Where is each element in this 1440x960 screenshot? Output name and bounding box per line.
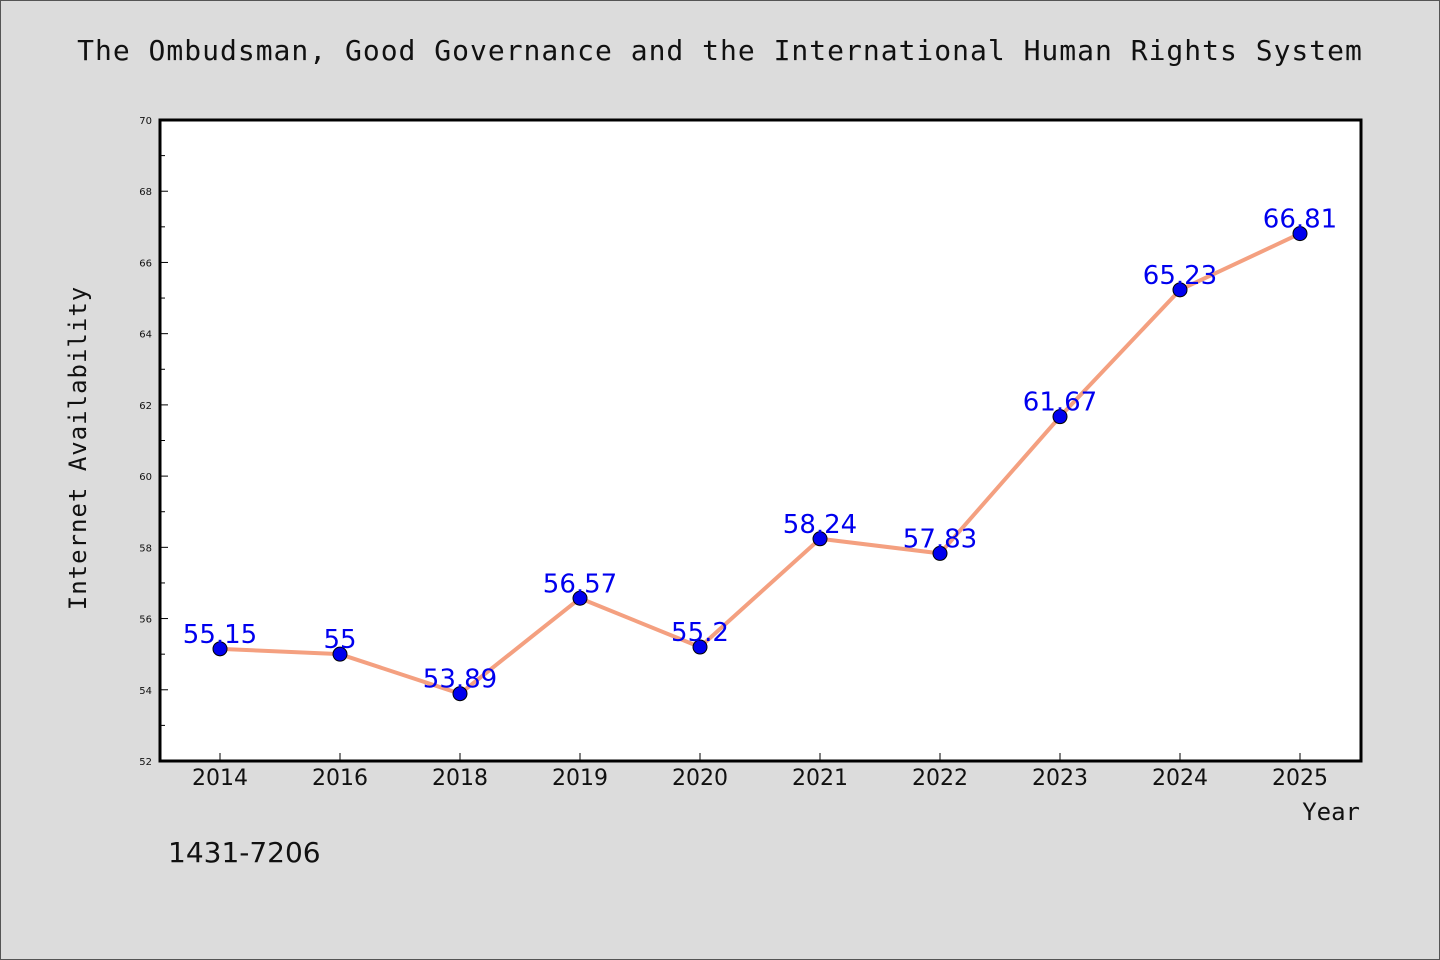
data-point <box>932 545 948 561</box>
data-point <box>332 646 348 662</box>
x-tick-label: 2022 <box>912 766 968 791</box>
y-tick-label: 62 <box>139 401 152 412</box>
x-tick-label: 2018 <box>432 766 488 791</box>
data-label: 55.2 <box>671 618 729 648</box>
y-axis: 52 54 56 58 60 62 64 66 68 70 <box>139 116 168 768</box>
x-tick-label: 2016 <box>312 766 368 791</box>
data-point <box>1292 226 1308 242</box>
x-tick-label: 2023 <box>1032 766 1088 791</box>
data-labels: 55.15 55 53.89 56.57 55.2 58.24 57.83 61.67 65.2… <box>183 205 1337 695</box>
x-tick-label: 2021 <box>792 766 848 791</box>
data-label: 56.57 <box>543 569 617 599</box>
data-point <box>1052 409 1068 425</box>
data-label: 58.24 <box>783 510 857 540</box>
data-label: 61.67 <box>1023 388 1097 418</box>
data-label: 65.23 <box>1143 261 1217 291</box>
plot-area <box>158 118 1363 763</box>
x-tick-label: 2014 <box>192 766 248 791</box>
y-axis-label: Internet Availability <box>64 286 92 610</box>
x-tick-label: 2024 <box>1152 766 1208 791</box>
y-tick-label: 52 <box>139 757 152 768</box>
y-tick-label: 54 <box>139 686 152 697</box>
y-tick-label: 70 <box>139 116 152 127</box>
series-line <box>218 231 1302 696</box>
data-label: 55.15 <box>183 620 257 650</box>
chart-title: The Ombudsman, Good Governance and the I… <box>77 34 1363 67</box>
data-point <box>812 531 828 547</box>
y-tick-label: 58 <box>139 543 152 554</box>
x-tick-label: 2020 <box>672 766 728 791</box>
y-tick-label: 66 <box>139 258 152 269</box>
data-point <box>452 686 468 702</box>
x-tick-label: 2019 <box>552 766 608 791</box>
x-axis: 2014 2016 2018 2019 2020 2021 2022 2023 2024 2025 <box>192 753 1328 791</box>
data-label: 57.83 <box>903 524 977 554</box>
data-point <box>1172 282 1188 298</box>
y-tick-label: 60 <box>139 472 152 483</box>
code-text: 1431-7206 <box>168 836 321 869</box>
x-axis-label: Year <box>1302 798 1360 826</box>
x-tick-label: 2025 <box>1272 766 1328 791</box>
data-point <box>692 639 708 655</box>
y-tick-label: 56 <box>139 615 152 626</box>
series-markers <box>212 226 1308 702</box>
y-tick-label: 68 <box>139 187 152 198</box>
y-tick-label: 64 <box>139 330 152 341</box>
data-point <box>572 590 588 606</box>
data-label: 66.81 <box>1263 205 1337 235</box>
data-point <box>212 641 228 657</box>
data-label: 55 <box>323 625 356 655</box>
data-label: 53.89 <box>423 665 497 695</box>
